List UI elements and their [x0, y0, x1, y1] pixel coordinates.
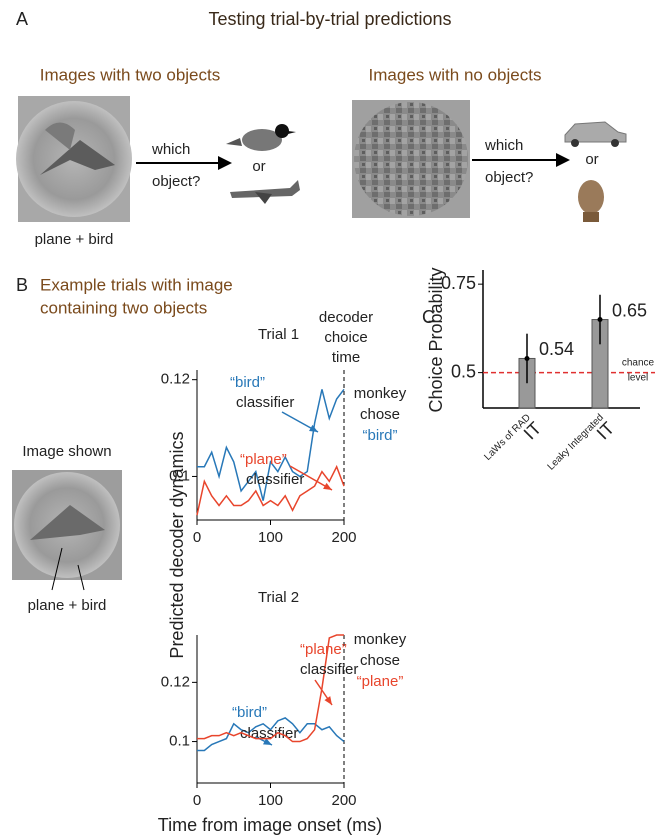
annotation-arrowhead [324, 696, 332, 705]
series-name: “plane” [300, 641, 347, 658]
x-tick-label: 0 [193, 792, 201, 809]
y-tick-label: 0.5 [451, 361, 476, 381]
decoder-note: time [332, 349, 360, 366]
x-tick-label: 200 [331, 792, 356, 809]
decoder-note: choice [324, 329, 367, 346]
image-caption: plane + bird [28, 597, 107, 614]
chosen-name: “bird” [362, 427, 397, 444]
category-label: Leaky Integrated [546, 412, 606, 472]
series-label: classifier [300, 661, 358, 678]
chart-title: Trial 1 [258, 326, 299, 343]
decoder-note: decoder [319, 309, 373, 326]
value-label: 0.54 [539, 339, 574, 359]
series-label: classifier [246, 471, 304, 488]
choice-note: monkey [354, 631, 407, 648]
choice-note: monkey [354, 385, 407, 402]
face-icon [578, 180, 604, 222]
y-axis-label: Predicted decoder dynamics [167, 431, 187, 658]
x-tick-label: 100 [258, 529, 283, 546]
x-tick-label: 200 [331, 529, 356, 546]
arrowhead [556, 153, 570, 167]
image-no-objects [352, 100, 470, 218]
or: or [585, 151, 598, 168]
heading: Images with no objects [369, 65, 542, 84]
question: which [151, 141, 190, 158]
series-label: classifier [236, 394, 294, 411]
question: object? [485, 169, 533, 186]
jet-icon [230, 180, 300, 204]
y-tick-label: 0.75 [441, 273, 476, 293]
question: which [484, 137, 523, 154]
arrowhead [218, 156, 232, 170]
bird-icon [226, 124, 296, 151]
bar-point [598, 317, 603, 322]
category-label: LaWs of RAD [482, 412, 533, 463]
chance-label: level [628, 372, 649, 383]
panel-label: B [16, 275, 28, 295]
choice-note: chose [360, 406, 400, 423]
or: or [252, 158, 265, 175]
image-title: Image shown [22, 443, 111, 460]
y-tick-label: 0.1 [169, 733, 190, 750]
panel-title: containing two objects [40, 298, 207, 317]
y-tick-label: 0.1 [169, 467, 190, 484]
x-axis-label: Time from image onset (ms) [158, 815, 382, 835]
y-tick-label: 0.12 [161, 371, 190, 388]
caption: plane + bird [35, 231, 114, 248]
figure: A Testing trial-by-trial predictions Ima… [0, 0, 658, 837]
series-name: “bird” [232, 704, 267, 721]
heading: Images with two objects [40, 65, 220, 84]
y-tick-label: 0.12 [161, 673, 190, 690]
x-tick-label: 0 [193, 529, 201, 546]
series-name: “bird” [230, 374, 265, 391]
question: object? [152, 173, 200, 190]
bar-point [525, 356, 530, 361]
car-icon [565, 122, 626, 147]
chart-title: Trial 2 [258, 589, 299, 606]
panel-title: Testing trial-by-trial predictions [208, 9, 451, 29]
image-two-objects [16, 96, 132, 222]
series-name: “plane” [240, 451, 287, 468]
chance-label: chance [622, 357, 655, 368]
chosen-name: “plane” [357, 673, 404, 690]
image-shown [12, 470, 122, 580]
value-label: 0.65 [612, 300, 647, 320]
panel-title: Example trials with image [40, 275, 233, 294]
panel-label: A [16, 9, 28, 29]
x-tick-label: 100 [258, 792, 283, 809]
choice-note: chose [360, 652, 400, 669]
